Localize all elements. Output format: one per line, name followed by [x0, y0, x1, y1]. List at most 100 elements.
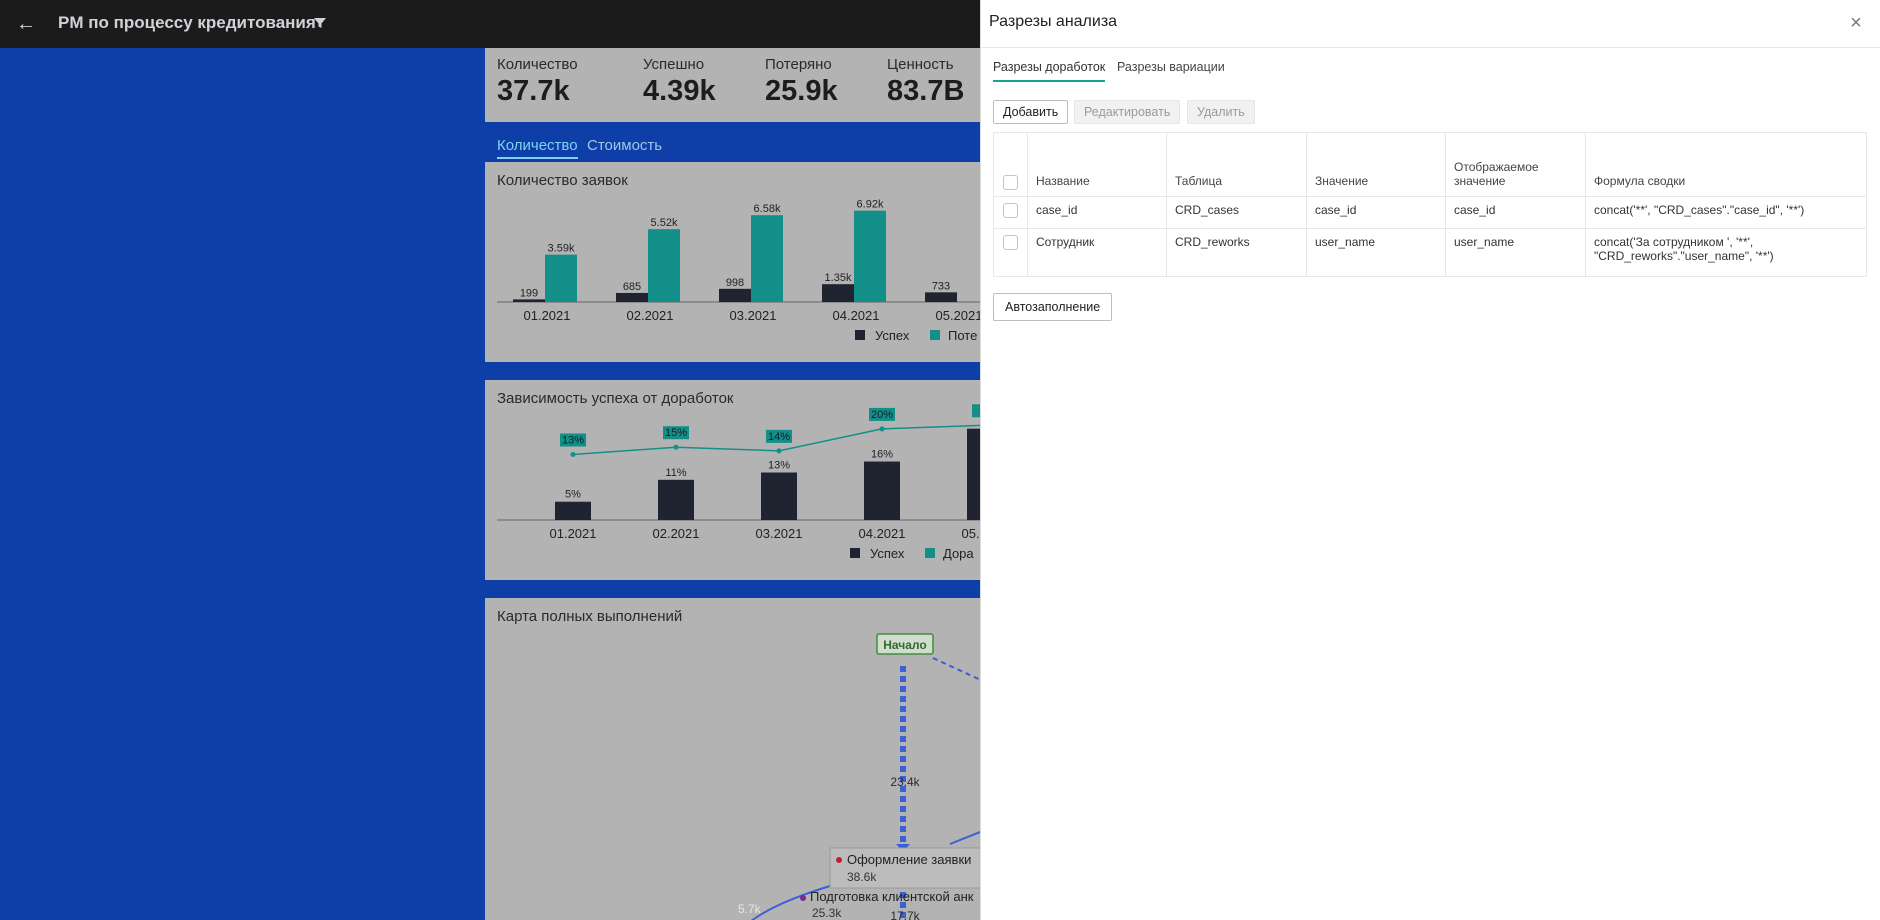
start-label: Начало: [883, 638, 926, 652]
tick-label: 04.2021: [833, 308, 880, 323]
table-header-row: Название Таблица Значение Отображаемое з…: [993, 132, 1867, 197]
tick-label: 03.2021: [756, 526, 803, 541]
kpi-label: Количество: [497, 56, 578, 73]
close-icon[interactable]: ×: [1850, 12, 1862, 34]
label-badge: [663, 426, 689, 440]
node-dot: [800, 894, 806, 901]
kpi-label: Успешно: [643, 56, 705, 73]
tick-label: 05.2021: [962, 526, 986, 541]
tick-label: 04.2021: [859, 526, 906, 541]
select-all-cell: [993, 132, 1028, 197]
filter-icon[interactable]: [312, 15, 328, 31]
data-label: 6.58k: [754, 203, 781, 215]
data-label: 13%: [768, 460, 790, 472]
label-badge: [869, 407, 895, 421]
cell-value: case_id: [1306, 196, 1446, 229]
cell-display: user_name: [1445, 228, 1586, 277]
process-edge: [750, 885, 831, 920]
bar-success: [822, 284, 854, 302]
combo-chart-reworks: 5%01.202111%02.202113%03.202116%04.20213…: [497, 404, 986, 561]
chart-card-requests: Количество заявок 199 3.59k 01.2021 685 5.52…: [485, 162, 985, 362]
label-badge: [766, 429, 792, 443]
data-label: 11%: [665, 467, 686, 479]
row-checkbox[interactable]: [1003, 203, 1018, 219]
page-title: PM по процессу кредитования: [58, 13, 316, 32]
process-node-label: Подготовка клиентской анк: [800, 889, 973, 904]
row-checkbox[interactable]: [1003, 235, 1018, 251]
arrow-left-icon[interactable]: ←: [16, 13, 36, 35]
legend-label: Успех: [875, 328, 910, 343]
kpi-count: Количество 37.7k: [497, 56, 578, 108]
chart-card-reworks: Зависимость успеха от доработок 5% 01.202…: [485, 380, 985, 580]
add-button[interactable]: Добавить: [993, 100, 1069, 124]
tick-label: 01.2021: [550, 526, 597, 541]
cell-display: case_id: [1445, 196, 1586, 229]
tab-count[interactable]: Количество: [497, 137, 578, 159]
cell-name: case_id: [1027, 196, 1167, 229]
cell-name: Сотрудник: [1027, 228, 1167, 277]
label-badge: [560, 433, 586, 447]
bar-success: [658, 479, 694, 520]
data-label: 6.92k: [857, 199, 884, 211]
slices-table: Название Таблица Значение Отображаемое з…: [993, 132, 1867, 277]
data-label: 199: [520, 287, 538, 299]
data-label: 20%: [871, 409, 893, 421]
bar-success: [719, 288, 751, 302]
kpi-lost: Потеряно 25.9k: [765, 56, 838, 108]
bar-success: [513, 299, 545, 302]
data-label: 13%: [562, 435, 584, 447]
tab-cost[interactable]: Стоимость: [587, 137, 663, 154]
data-label: 5.52k: [651, 217, 678, 229]
cell-table: CRD_reworks: [1166, 228, 1307, 277]
kpi-value-total: Ценность 83.7B: [887, 56, 964, 108]
chart-title: Количество заявок: [497, 172, 628, 189]
tab-rework-slices[interactable]: Разрезы доработок: [993, 60, 1106, 82]
process-map: Начало 23.4k Оформление заявки 38.6k 17.…: [750, 633, 985, 920]
line-point: [570, 452, 576, 457]
tick-label: 03.2021: [730, 308, 777, 323]
tick-label: 01.2021: [524, 308, 571, 323]
dashboard: Количество 37.7k Успешно 4.39k Потеряно …: [485, 48, 985, 920]
process-node: [829, 847, 985, 889]
table-row[interactable]: case_id CRD_cases case_id case_id concat…: [993, 196, 1867, 229]
bar-lost: [648, 229, 680, 302]
legend-swatch: [930, 330, 940, 340]
cell-formula: concat('За сотрудником ', '**', "CRD_rew…: [1585, 228, 1867, 277]
line-point: [879, 426, 885, 432]
kpi-value: 83.7B: [887, 75, 965, 107]
data-label: 1.35k: [825, 272, 852, 284]
row-select-cell: [993, 228, 1028, 277]
cell-formula: concat('**', "CRD_cases"."case_id", '**'…: [1585, 196, 1867, 229]
column-header: Таблица: [1166, 132, 1307, 197]
kpi-label: Потеряно: [765, 56, 832, 73]
tab-variation-slices[interactable]: Разрезы вариации: [1117, 60, 1225, 74]
bar-success: [925, 292, 957, 302]
bar-lost: [751, 215, 783, 302]
tick-label: 02.2021: [653, 526, 700, 541]
tick-label: 02.2021: [627, 308, 674, 323]
node-label: Подготовка клиентской анк: [810, 889, 974, 904]
legend-label: Поте: [948, 328, 977, 343]
legend-swatch: [925, 548, 935, 558]
kpi-label: Ценность: [887, 56, 954, 73]
select-all-checkbox[interactable]: [1003, 175, 1018, 190]
node-value: 38.6k: [847, 870, 877, 884]
bar-chart-requests: 199 3.59k 01.2021 685 5.52k 02.2021 998 6.58k 03…: [497, 199, 985, 343]
kpi-bar: Количество 37.7k Успешно 4.39k Потеряно …: [485, 48, 985, 122]
delete-button[interactable]: Удалить: [1187, 100, 1255, 124]
cell-value: user_name: [1306, 228, 1446, 277]
kpi-value: 4.39k: [643, 75, 716, 107]
line-point: [776, 448, 782, 454]
column-header: Формула сводки: [1585, 132, 1867, 197]
data-label: 14%: [768, 431, 790, 443]
column-header: Значение: [1306, 132, 1446, 197]
kpi-success: Успешно 4.39k: [643, 56, 716, 108]
bar-success: [761, 472, 797, 520]
table-row[interactable]: Сотрудник CRD_reworks user_name user_nam…: [993, 228, 1867, 277]
chart-title: Карта полных выполнений: [497, 608, 683, 625]
autofill-button[interactable]: Автозаполнение: [993, 293, 1113, 321]
edit-button[interactable]: Редактировать: [1074, 100, 1181, 124]
column-header: Отображаемое значение: [1445, 132, 1586, 197]
process-edge: [932, 657, 985, 683]
chart-title: Зависимость успеха от доработок: [497, 390, 734, 407]
